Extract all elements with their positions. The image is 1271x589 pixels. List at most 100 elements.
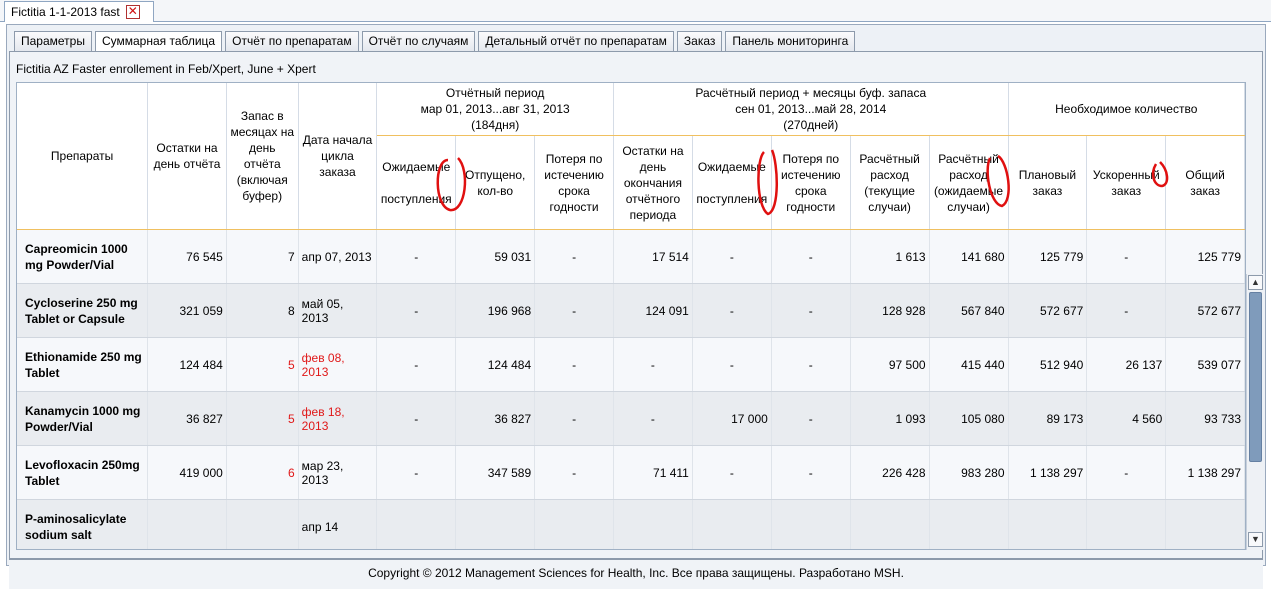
col-expected-receipts-b[interactable]: Ожидаемые поступления: [692, 135, 772, 230]
col-use-current[interactable]: Расчётный расход (текущие случаи): [850, 135, 930, 230]
col-use-expected[interactable]: Расчётный расход (ожидаемые случаи): [929, 135, 1009, 230]
expected-b-cell: [692, 499, 772, 549]
table-row[interactable]: Capreomicin 1000 mg Powder/Vial 76 545 7 ап…: [17, 229, 1245, 284]
col-months[interactable]: Запас в месяцах на день отчёта (включая …: [226, 83, 299, 230]
table-row[interactable]: Cycloserine 250 mg Tablet or Capsule 321 …: [17, 283, 1245, 338]
col-accelerated-order[interactable]: Ускоренный заказ: [1086, 135, 1167, 230]
total-cell: 93 733: [1165, 391, 1245, 446]
table-row[interactable]: P-aminosalicylate sodium salt апр 14: [17, 499, 1245, 549]
document-tab[interactable]: Fictitia 1-1-2013 fast ✕: [4, 1, 154, 22]
col-planned-order[interactable]: Плановый заказ: [1008, 135, 1088, 230]
accelerated-cell: -: [1086, 445, 1167, 500]
scroll-down-icon[interactable]: ▼: [1248, 532, 1263, 547]
col-expiry-loss[interactable]: Потеря по истечению срока годности: [534, 135, 614, 230]
stock-cell: 419 000: [147, 445, 227, 500]
stock-end-cell: 17 514: [613, 229, 693, 284]
use-current-cell: 1 093: [850, 391, 930, 446]
report-period-range: мар 01, 2013...авг 31, 2013: [420, 102, 570, 116]
tab-parameters[interactable]: Параметры: [14, 31, 92, 51]
total-cell: [1165, 499, 1245, 549]
tab-detailed-drug-report[interactable]: Детальный отчёт по препаратам: [478, 31, 674, 51]
tab-summary-table[interactable]: Суммарная таблица: [94, 31, 223, 52]
calc-period-range: сен 01, 2013...май 28, 2014: [735, 102, 887, 116]
dispensed-cell: 124 484: [455, 337, 536, 392]
accelerated-cell: 26 137: [1086, 337, 1167, 392]
use-expected-cell: 105 080: [929, 391, 1009, 446]
scroll-up-icon[interactable]: ▲: [1248, 275, 1263, 290]
expected-b-cell: -: [692, 337, 772, 392]
table-row[interactable]: Levofloxacin 250mg Tablet 419 000 6 мар 23,…: [17, 445, 1245, 500]
loss-cell: -: [534, 445, 614, 500]
expected-cell: -: [376, 445, 457, 500]
col-expected-line1: Ожидаемые: [382, 159, 451, 174]
drug-name-cell: P-aminosalicylate sodium salt: [17, 499, 149, 549]
stock-end-cell: [613, 499, 693, 549]
scenario-caption: Fictitia AZ Faster enrollement in Feb/Xp…: [16, 62, 316, 76]
report-tabs: Параметры Суммарная таблица Отчёт по пре…: [14, 31, 856, 52]
loss-b-cell: [771, 499, 851, 549]
summary-table-grid: Препараты Остатки на день отчёта Запас в…: [16, 82, 1246, 550]
col-total-order[interactable]: Общий заказ: [1165, 135, 1245, 230]
table-row[interactable]: Ethionamide 250 mg Tablet 124 484 5 фев 08,…: [17, 337, 1245, 392]
use-expected-cell: [929, 499, 1009, 549]
col-cycle-start[interactable]: Дата начала цикла заказа: [298, 83, 378, 230]
vertical-scrollbar[interactable]: ▲ ▼: [1246, 274, 1263, 550]
col-expected-b-line1: Ожидаемые: [697, 159, 766, 174]
report-period-days: (184дня): [471, 118, 520, 132]
accelerated-cell: -: [1086, 283, 1167, 338]
use-expected-cell: 983 280: [929, 445, 1009, 500]
loss-b-cell: -: [771, 283, 851, 338]
cycle-start-cell: апр 14: [298, 499, 378, 549]
document-tab-title: Fictitia 1-1-2013 fast: [11, 5, 120, 19]
drug-name-cell: Levofloxacin 250mg Tablet: [17, 445, 149, 500]
planned-cell: [1008, 499, 1088, 549]
loss-b-cell: -: [771, 337, 851, 392]
expected-b-cell: -: [692, 229, 772, 284]
cycle-start-cell: май 05, 2013: [298, 283, 378, 338]
document-tab-bar: Fictitia 1-1-2013 fast ✕: [0, 0, 1271, 22]
col-stock[interactable]: Остатки на день отчёта: [147, 83, 227, 230]
col-stock-end[interactable]: Остатки на день окончания отчётного пери…: [613, 135, 693, 230]
tab-case-report[interactable]: Отчёт по случаям: [361, 31, 476, 51]
col-drugs[interactable]: Препараты: [17, 83, 149, 230]
col-expected-receipts[interactable]: Ожидаемые поступления: [376, 135, 457, 230]
summary-panel: Fictitia AZ Faster enrollement in Feb/Xp…: [9, 51, 1263, 559]
planned-cell: 125 779: [1008, 229, 1088, 284]
stock-end-cell: 124 091: [613, 283, 693, 338]
cycle-start-cell: фев 18, 2013: [298, 391, 378, 446]
col-expected-b-line2: поступления: [696, 191, 768, 206]
col-dispensed[interactable]: Отпущено, кол-во: [455, 135, 536, 230]
months-cell: 5: [226, 391, 299, 446]
use-current-cell: 97 500: [850, 337, 930, 392]
stock-cell: 76 545: [147, 229, 227, 284]
loss-cell: [534, 499, 614, 549]
loss-cell: -: [534, 229, 614, 284]
planned-cell: 89 173: [1008, 391, 1088, 446]
stock-end-cell: -: [613, 337, 693, 392]
expected-cell: -: [376, 283, 457, 338]
expected-cell: [376, 499, 457, 549]
tab-monitoring-panel[interactable]: Панель мониторинга: [725, 31, 856, 51]
col-expiry-loss-b[interactable]: Потеря по истечению срока годности: [771, 135, 851, 230]
loss-b-cell: -: [771, 391, 851, 446]
dispensed-cell: 196 968: [455, 283, 536, 338]
loss-b-cell: -: [771, 445, 851, 500]
expected-b-cell: -: [692, 283, 772, 338]
accelerated-cell: [1086, 499, 1167, 549]
accelerated-cell: 4 560: [1086, 391, 1167, 446]
table-row[interactable]: Kanamycin 1000 mg Powder/Vial 36 827 5 фев …: [17, 391, 1245, 446]
scroll-thumb[interactable]: [1249, 292, 1262, 462]
footer-copyright: Copyright © 2012 Management Sciences for…: [9, 559, 1263, 589]
close-icon[interactable]: ✕: [125, 4, 140, 19]
stock-cell: [147, 499, 227, 549]
tab-order[interactable]: Заказ: [676, 31, 723, 51]
stock-cell: 36 827: [147, 391, 227, 446]
use-current-cell: 1 613: [850, 229, 930, 284]
expected-cell: -: [376, 337, 457, 392]
summary-table: Препараты Остатки на день отчёта Запас в…: [17, 83, 1245, 549]
total-cell: 572 677: [1165, 283, 1245, 338]
tab-drug-report[interactable]: Отчёт по препаратам: [225, 31, 359, 51]
group-required-quantity: Необходимое количество: [1008, 83, 1245, 136]
use-expected-cell: 415 440: [929, 337, 1009, 392]
main-frame: Параметры Суммарная таблица Отчёт по пре…: [6, 24, 1266, 589]
